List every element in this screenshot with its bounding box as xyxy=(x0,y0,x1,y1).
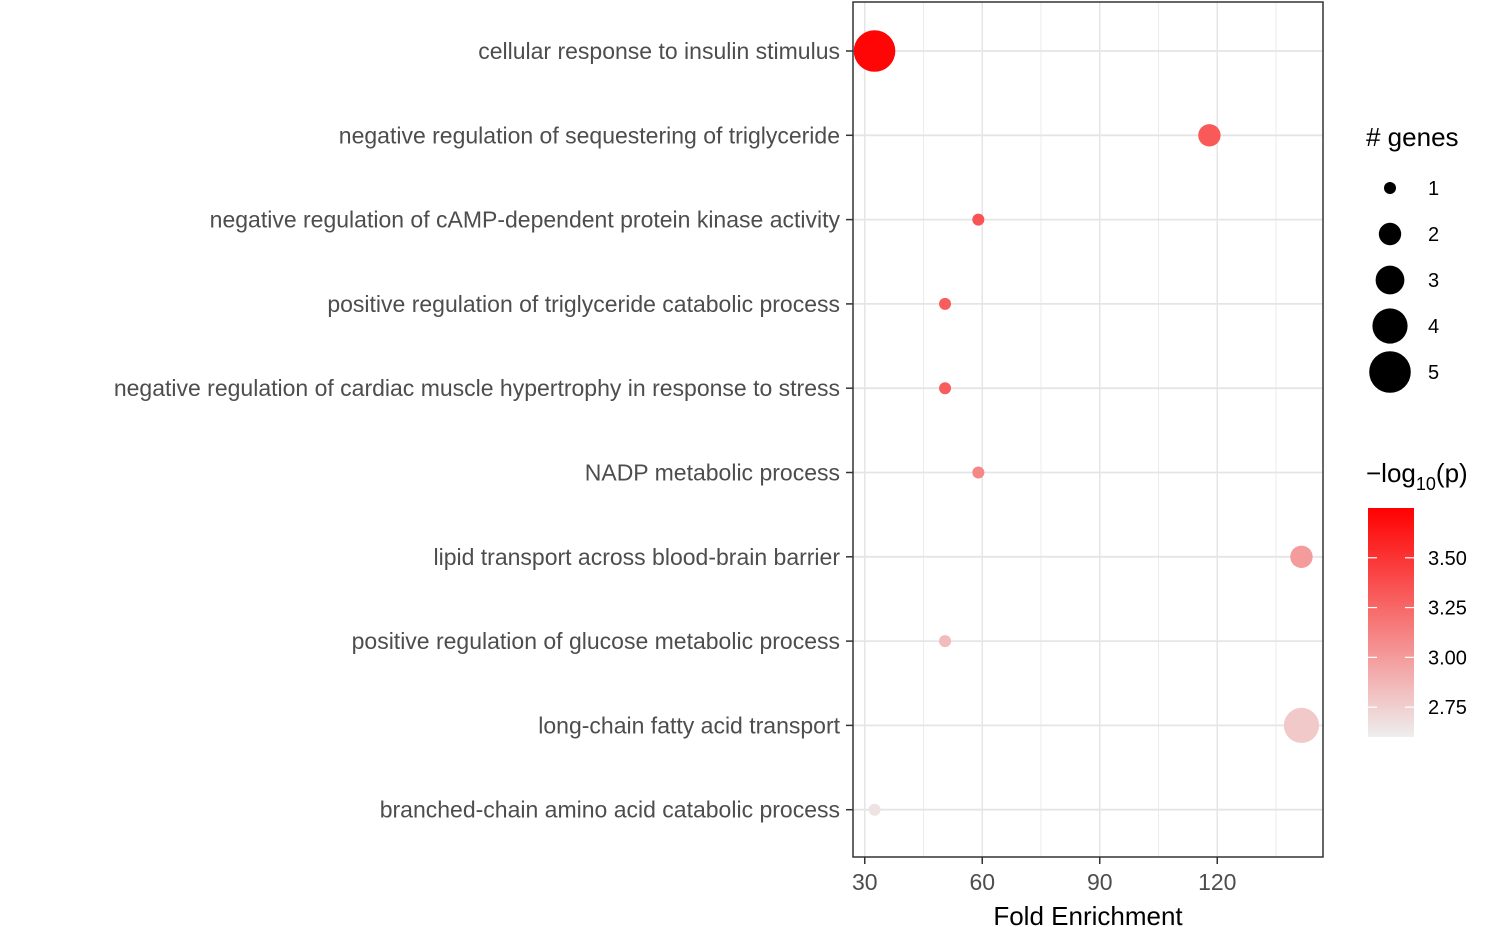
size-legend-key xyxy=(1378,222,1402,246)
size-legend-key xyxy=(1369,351,1411,393)
x-tick-label: 120 xyxy=(1198,869,1236,895)
y-tick-label: positive regulation of glucose metabolic… xyxy=(352,628,840,654)
y-tick-label: branched-chain amino acid catabolic proc… xyxy=(380,797,840,823)
data-point xyxy=(939,297,952,310)
size-legend-label: 5 xyxy=(1428,362,1439,384)
size-legend: # genes 1 2 3 4 5 xyxy=(1366,122,1459,393)
data-point xyxy=(1198,124,1221,147)
color-legend-title: −log10(p) xyxy=(1366,458,1468,494)
size-legend-label: 1 xyxy=(1428,178,1439,200)
color-legend-label: 3.50 xyxy=(1428,548,1467,570)
color-legend: −log10(p) 3.50 3.25 3.00 2.75 xyxy=(1366,458,1468,737)
data-point xyxy=(1290,545,1313,568)
x-tick-label: 60 xyxy=(969,869,995,895)
grid-lines xyxy=(853,2,1323,857)
y-tick-label: negative regulation of cAMP-dependent pr… xyxy=(210,207,841,233)
data-point xyxy=(939,635,952,648)
data-point xyxy=(972,213,985,226)
color-bar xyxy=(1368,508,1414,737)
data-points xyxy=(853,30,1320,816)
x-tick-label: 90 xyxy=(1087,869,1113,895)
y-tick-label: NADP metabolic process xyxy=(585,460,840,486)
color-legend-label: 3.00 xyxy=(1428,647,1467,669)
y-tick-label: cellular response to insulin stimulus xyxy=(478,38,840,64)
x-axis: 30 60 90 120 xyxy=(852,857,1236,895)
panel-border xyxy=(852,1,1324,858)
size-legend-key xyxy=(1384,182,1396,194)
data-point xyxy=(939,382,952,395)
y-axis: cellular response to insulin stimulus neg… xyxy=(114,38,853,823)
size-legend-label: 4 xyxy=(1428,316,1439,338)
size-legend-key xyxy=(1372,308,1408,344)
size-legend-label: 3 xyxy=(1428,270,1439,292)
x-tick-label: 30 xyxy=(852,869,878,895)
y-tick-label: positive regulation of triglyceride cata… xyxy=(327,291,840,317)
size-legend-key xyxy=(1375,265,1405,295)
color-legend-label: 2.75 xyxy=(1428,697,1467,719)
color-legend-label: 3.25 xyxy=(1428,598,1467,620)
data-point xyxy=(853,30,896,72)
data-point xyxy=(1283,707,1320,744)
y-tick-label: lipid transport across blood-brain barri… xyxy=(433,544,840,570)
size-legend-title: # genes xyxy=(1366,122,1459,152)
size-legend-label: 2 xyxy=(1428,224,1439,246)
data-point xyxy=(972,466,985,479)
y-tick-label: negative regulation of sequestering of t… xyxy=(339,122,840,148)
y-tick-label: negative regulation of cardiac muscle hy… xyxy=(114,375,840,401)
y-tick-label: long-chain fatty acid transport xyxy=(538,712,840,738)
data-point xyxy=(868,803,881,816)
x-axis-title: Fold Enrichment xyxy=(993,901,1183,927)
